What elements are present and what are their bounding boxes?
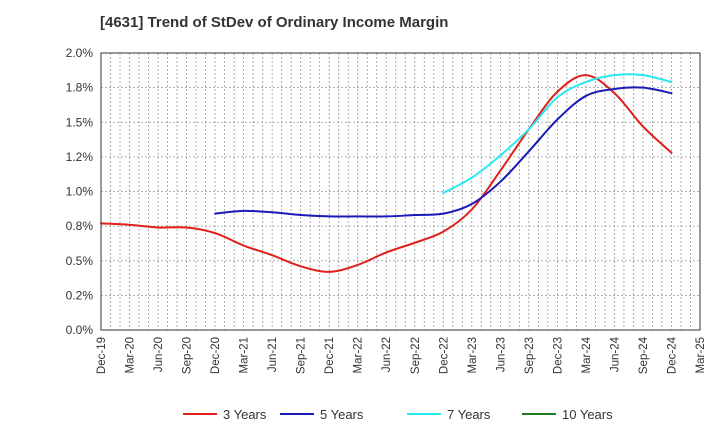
x-tick-label: Jun-24 [609, 336, 621, 372]
x-tick-label: Dec-20 [210, 337, 222, 374]
x-tick-label: Mar-25 [695, 337, 707, 373]
legend: 3 Years 5 Years 7 Years 10 Years [183, 407, 613, 422]
x-tick-label: Jun-21 [267, 337, 279, 372]
chart-title: [4631] Trend of StDev of Ordinary Income… [100, 14, 449, 31]
x-tick-label: Sep-21 [296, 337, 308, 374]
x-tick-label: Dec-21 [324, 337, 336, 374]
legend-label-3-years: 3 Years [223, 407, 267, 422]
series-lines [100, 73, 673, 273]
y-tick-label: 1.5% [66, 115, 94, 129]
series-line-5-years [214, 86, 673, 218]
y-tick-label: 1.8% [66, 81, 94, 95]
y-tick-label: 0.2% [66, 288, 94, 302]
x-tick-label: Mar-24 [581, 336, 593, 373]
legend-label-7-years: 7 Years [447, 407, 491, 422]
x-tick-label: Mar-23 [467, 337, 479, 373]
y-axis-ticks: 0.0% 0.2% 0.5% 0.8% 1.0% 1.2% 1.5% 1.8% 2.0% [66, 46, 94, 337]
y-tick-label: 1.2% [66, 150, 94, 164]
x-tick-label: Dec-22 [438, 337, 450, 374]
series-line-3-years [100, 74, 673, 273]
x-tick-label: Dec-24 [666, 336, 678, 374]
x-tick-label: Jun-20 [153, 337, 165, 372]
y-tick-label: 0.5% [66, 254, 94, 268]
x-axis-ticks: Dec-19 Mar-20 Jun-20 Sep-20 Dec-20 Mar-21 Jun-… [96, 336, 707, 374]
legend-label-5-years: 5 Years [320, 407, 364, 422]
x-tick-label: Sep-24 [638, 336, 650, 374]
x-tick-label: Dec-19 [96, 337, 108, 374]
x-tick-label: Mar-22 [353, 337, 365, 373]
x-tick-label: Mar-21 [239, 337, 251, 373]
y-tick-label: 0.8% [66, 219, 94, 233]
x-tick-label: Sep-20 [182, 337, 194, 374]
x-tick-label: Sep-23 [524, 337, 536, 374]
grid-lines [101, 52, 700, 331]
y-tick-label: 1.0% [66, 185, 94, 199]
y-tick-label: 2.0% [66, 46, 94, 60]
x-tick-label: Dec-23 [552, 337, 564, 374]
x-tick-label: Mar-20 [125, 337, 137, 373]
x-tick-label: Jun-23 [495, 337, 507, 372]
series-line-7-years [442, 73, 673, 194]
y-tick-label: 0.0% [66, 323, 94, 337]
x-tick-label: Sep-22 [410, 337, 422, 374]
plot-frame [100, 52, 701, 331]
x-tick-label: Jun-22 [381, 337, 393, 372]
legend-label-10-years: 10 Years [562, 407, 613, 422]
